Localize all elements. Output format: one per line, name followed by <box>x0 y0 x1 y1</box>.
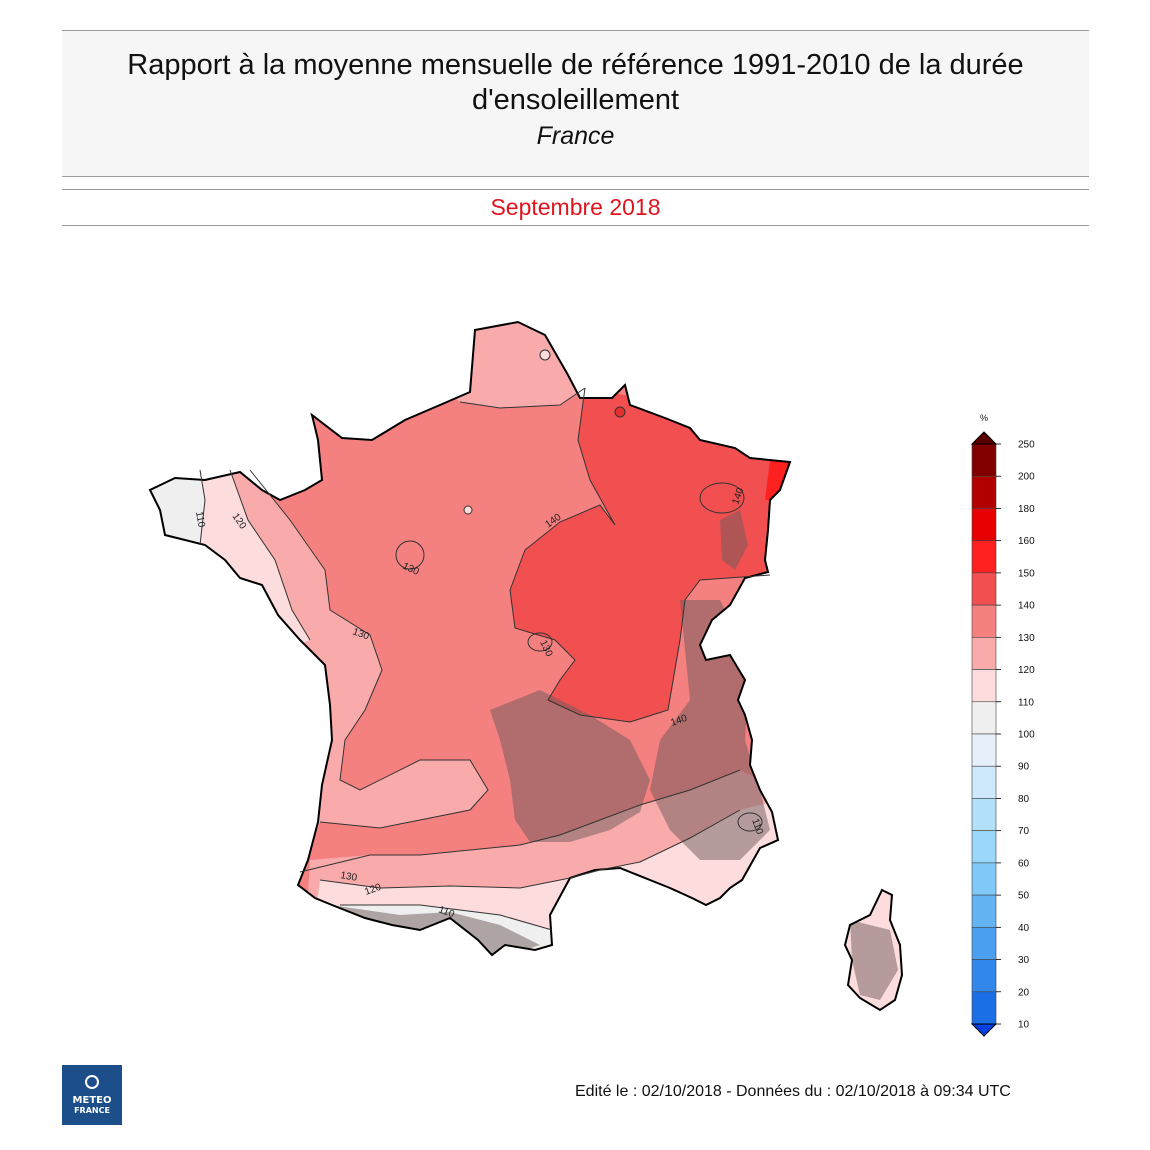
legend-tick-label: 50 <box>1018 891 1030 902</box>
map-title: Rapport à la moyenne mensuelle de référe… <box>127 49 1024 116</box>
contour-loop-burgundy <box>527 632 553 652</box>
legend-cell <box>971 604 997 638</box>
contour-dot-north <box>539 349 551 361</box>
legend-cell <box>971 637 997 670</box>
edition-info: Edité le : 02/10/2018 - Données du : 02/… <box>575 1083 1011 1100</box>
contour-south-110 <box>340 904 553 931</box>
contour-north-130 <box>459 387 586 409</box>
period-panel: Septembre 2018 <box>62 189 1089 226</box>
legend-tick-label: 100 <box>1018 730 1035 741</box>
color-legend: % 250 200 180 160 150 140 130 120 110 100 90 80 70 60… <box>970 413 1035 1037</box>
corsica-coastline <box>843 888 904 1012</box>
contour-dot-center <box>463 505 473 515</box>
contour-east-140 <box>509 387 771 723</box>
contour-label: 110 <box>437 904 456 920</box>
meteo-france-logo: METEO FRANCE <box>62 1065 122 1125</box>
contour-west-120 <box>229 469 311 641</box>
legend-tick-label: 160 <box>1018 536 1035 547</box>
relief-corsica <box>850 920 898 1000</box>
legend-cell <box>971 830 997 864</box>
contour-label: 110 <box>749 817 765 836</box>
logo-line1: METEO <box>72 1095 112 1106</box>
legend-tick-label: 250 <box>1018 440 1035 451</box>
contour-west-130 <box>249 469 489 829</box>
legend-tick-label: 140 <box>1018 601 1035 612</box>
legend-cells: 250 200 180 160 150 140 130 120 110 100 90 80 70 60 50… <box>970 431 1035 1037</box>
legend-cell <box>971 862 997 896</box>
contour-south-130 <box>299 769 741 873</box>
relief-vosges <box>720 510 748 570</box>
legend-tick-label: 180 <box>1018 504 1035 515</box>
relief-massif-central <box>490 690 650 842</box>
legend-tick-label: 130 <box>1018 633 1035 644</box>
band-northeast-140-150 <box>510 388 800 722</box>
legend-cell <box>971 475 997 509</box>
period-label: Septembre 2018 <box>490 194 661 220</box>
legend-cell <box>971 669 997 703</box>
legend-tick-label: 30 <box>1018 955 1030 966</box>
legend-bottom-arrow <box>970 1023 998 1037</box>
legend-cell <box>971 572 997 606</box>
legend-tick-label: 40 <box>1018 923 1030 934</box>
contour-label: 130 <box>339 870 358 884</box>
contour-label: 110 <box>193 511 207 529</box>
legend-tick-label: 150 <box>1018 568 1035 579</box>
legend-tick-label: 60 <box>1018 858 1030 869</box>
legend-cell <box>971 959 997 993</box>
legend-tick-label: 20 <box>1018 987 1030 998</box>
legend-tick-label: 120 <box>1018 665 1035 676</box>
band-pyrenees-100-110 <box>330 905 552 1010</box>
legend-cell <box>971 508 997 541</box>
contour-lines <box>199 349 771 931</box>
legend-cell <box>971 701 997 735</box>
legend-tick-label: 10 <box>1018 1020 1030 1031</box>
legend-cell <box>971 894 997 928</box>
france-coastline <box>148 320 792 957</box>
legend-unit: % <box>980 413 988 423</box>
contour-west-110 <box>199 469 206 546</box>
legend-tick-label: 200 <box>1018 472 1035 483</box>
legend-tick-label: 80 <box>1018 794 1030 805</box>
legend-cell <box>971 798 997 831</box>
legend-tick-label: 110 <box>1018 697 1034 708</box>
map-subtitle: France <box>536 122 615 150</box>
band-alsace-150-160 <box>765 460 792 500</box>
contour-south-120 <box>319 809 741 889</box>
sunshine-field <box>150 322 902 1010</box>
contour-loop-lorraine <box>699 482 745 514</box>
legend-cell <box>971 991 997 1025</box>
band-north-120-130 <box>430 322 600 408</box>
title-panel: Rapport à la moyenne mensuelle de référe… <box>62 30 1089 177</box>
legend-cell <box>971 443 997 477</box>
contour-loop-alps <box>737 812 763 832</box>
legend-cell <box>971 540 997 574</box>
band-brittany-100-110 <box>150 470 205 560</box>
legend-top-arrow <box>970 431 998 445</box>
contour-dot-ardennes <box>614 406 626 418</box>
legend-tick-label: 70 <box>1018 826 1030 837</box>
logo-line2: FRANCE <box>74 1106 110 1115</box>
legend-cell <box>971 733 997 767</box>
legend-cell <box>971 765 997 799</box>
legend-tick-label: 90 <box>1018 762 1030 773</box>
legend-cell <box>971 927 997 960</box>
logo-mark-icon <box>85 1075 99 1089</box>
contour-loop-center <box>395 540 425 570</box>
